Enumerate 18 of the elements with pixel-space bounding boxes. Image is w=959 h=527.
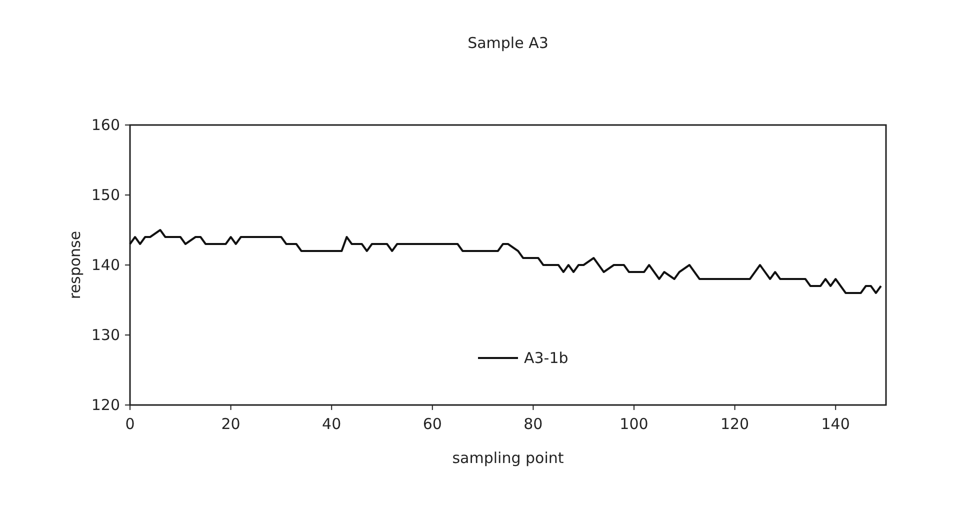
x-tick-label: 80	[524, 415, 543, 433]
x-tick-label: 140	[821, 415, 850, 433]
line-series	[129, 229, 882, 294]
x-tick-label: 120	[720, 415, 750, 433]
y-axis-title: response	[66, 230, 84, 300]
x-tick-label: 20	[221, 415, 240, 433]
legend-label: A3-1b	[524, 349, 568, 367]
x-tick-label: 0	[125, 415, 135, 433]
y-tick-label: 140	[91, 256, 120, 274]
y-tick-label: 160	[91, 116, 120, 134]
y-tick-label: 150	[91, 186, 120, 204]
x-tick-label: 40	[322, 415, 342, 433]
x-tick-label: 60	[422, 415, 442, 433]
chart-title: Sample A3	[468, 34, 548, 52]
x-tick-label: 100	[620, 415, 648, 433]
y-tick-label: 130	[91, 326, 120, 344]
y-tick-label: 120	[91, 396, 120, 414]
x-axis-title: sampling point	[452, 449, 564, 467]
